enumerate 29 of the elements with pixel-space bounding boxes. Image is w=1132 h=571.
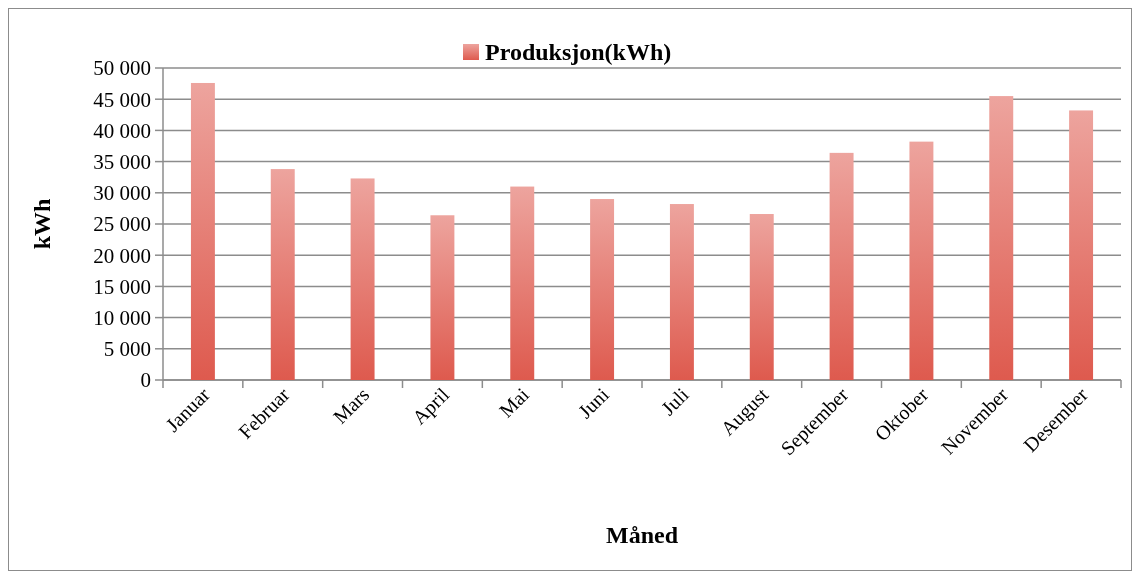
y-tick-label: 40 000 xyxy=(93,118,151,143)
y-tick-label: 15 000 xyxy=(93,274,151,299)
bar xyxy=(430,215,455,380)
bar xyxy=(510,186,535,380)
y-tick-label: 10 000 xyxy=(93,305,151,330)
bar xyxy=(590,199,615,380)
y-axis-title: kWh xyxy=(29,198,55,250)
bar xyxy=(909,141,934,380)
bar xyxy=(270,169,295,380)
bar xyxy=(989,96,1014,380)
legend-label: Produksjon(kWh) xyxy=(485,39,672,66)
y-tick-label: 35 000 xyxy=(93,149,151,174)
y-tick-label: 0 xyxy=(140,368,151,393)
bar xyxy=(829,152,854,380)
y-tick-label: 25 000 xyxy=(93,212,151,237)
x-tick-label: Mai xyxy=(494,382,534,422)
y-tick-label: 30 000 xyxy=(93,181,151,206)
bar xyxy=(749,214,774,380)
y-tick-label: 45 000 xyxy=(93,87,151,112)
x-tick-label: Juli xyxy=(656,382,694,420)
bar xyxy=(190,82,215,380)
x-axis-title: Måned xyxy=(606,522,679,548)
x-tick-label: Juni xyxy=(573,382,614,423)
bar xyxy=(350,178,375,380)
bar xyxy=(1069,110,1094,380)
y-tick-label: 5 000 xyxy=(103,337,151,362)
y-tick-label: 20 000 xyxy=(93,243,151,268)
bar xyxy=(669,204,694,380)
y-tick-label: 50 000 xyxy=(93,56,151,81)
